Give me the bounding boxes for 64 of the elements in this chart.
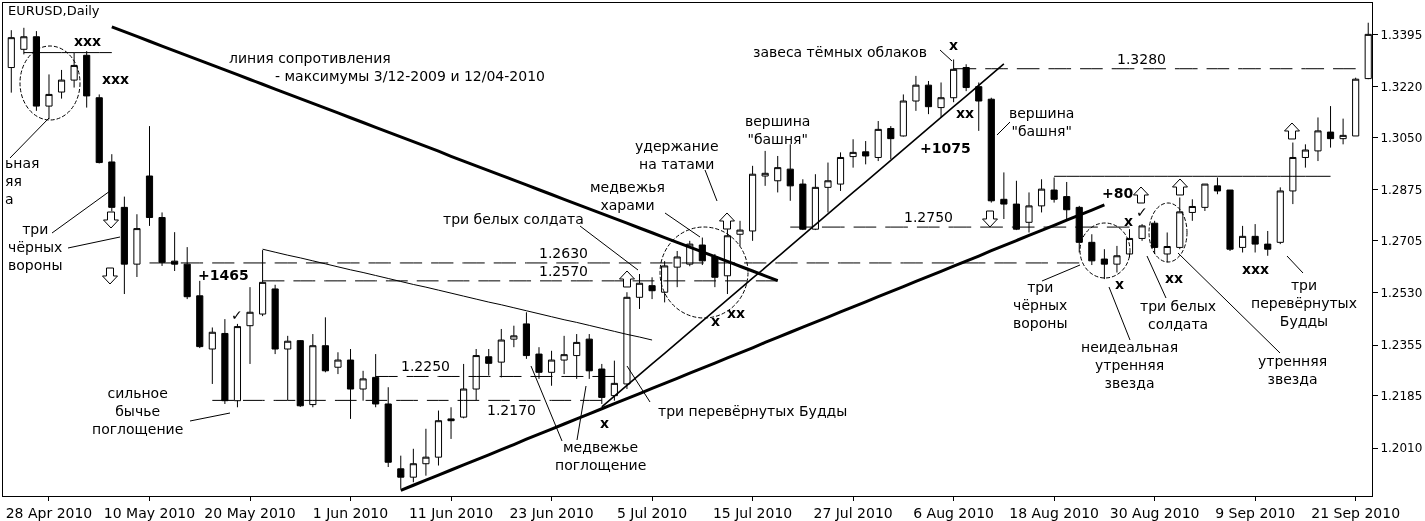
x-tick-label: 15 Jul 2010 (712, 504, 793, 521)
x-tick-label: 21 Sep 2010 (1311, 504, 1401, 521)
x-tick-label: 6 Aug 2010 (913, 504, 994, 521)
annotation: три перевёрнутых Будды (1251, 277, 1357, 330)
x-tick-label: 23 Jun 2010 (509, 504, 594, 521)
annotation: x (1115, 276, 1125, 292)
annotation: +80 (1102, 185, 1134, 201)
annotation: +1075 (920, 140, 971, 156)
y-tick-label: 1.3395 (1380, 27, 1423, 42)
annotation: xx (1165, 270, 1184, 286)
y-tick-label: 1.2185 (1380, 389, 1423, 404)
annotation: x (1124, 213, 1134, 229)
annotation: 1.2630 (539, 245, 588, 261)
annotation: - максимумы 3/12-2009 и 12/04-2010 (275, 68, 545, 84)
annotation: xx (727, 305, 746, 321)
annotation: сильное бычье поглощение (92, 385, 184, 438)
x-tick-label: 27 Jul 2010 (813, 504, 893, 521)
chart-title: EURUSD,Daily (8, 3, 100, 19)
annotation: три белых солдата (443, 211, 584, 227)
annotation: ✓ (231, 307, 243, 323)
annotation: завеса тёмных облаков (753, 44, 927, 60)
annotation: +1465 (198, 267, 249, 283)
annotation: x (600, 415, 610, 431)
x-tick-label: 1 Jun 2010 (312, 504, 389, 521)
annotation: три белых солдата (1140, 298, 1217, 333)
y-tick-label: 1.2875 (1380, 182, 1423, 197)
x-tick-label: 20 May 2010 (204, 504, 296, 521)
annotation: 1.2570 (539, 263, 588, 279)
x-tick-label: 30 Aug 2010 (1109, 504, 1200, 521)
annotation: три перевёрнутых Будды (658, 403, 848, 419)
annotation: x (711, 313, 721, 329)
y-tick-label: 1.3050 (1380, 130, 1423, 145)
annotation: три чёрных вороны (1013, 279, 1068, 332)
annotation: удержание на татами (635, 138, 719, 173)
x-tick-label: 28 Apr 2010 (5, 504, 93, 521)
annotation: ьная яя а (5, 155, 40, 208)
annotation: xxx (74, 33, 102, 49)
annotation: медвежье поглощение (555, 439, 647, 474)
annotation: вершина "башня" (1009, 105, 1075, 140)
annotation: медвежья харами (590, 179, 666, 214)
y-tick-label: 1.3220 (1380, 79, 1423, 94)
annotation: неидеальная утренняя звезда (1081, 339, 1179, 392)
annotation: xxx (102, 71, 130, 87)
y-tick-label: 1.2010 (1380, 441, 1423, 456)
y-tick-label: 1.2355 (1380, 338, 1423, 353)
annotation: линия сопротивления (229, 50, 391, 66)
annotation: 1.2170 (487, 402, 536, 418)
annotation: утренняя звезда (1258, 353, 1328, 388)
y-tick-label: 1.2705 (1380, 233, 1423, 248)
x-tick-label: 11 Jun 2010 (408, 504, 494, 521)
annotation: x (949, 37, 959, 53)
x-tick-label: 10 May 2010 (103, 504, 196, 521)
annotation: xx (956, 105, 975, 121)
annotation: ✓ (1136, 204, 1148, 220)
y-tick-label: 1.2530 (1380, 286, 1423, 301)
annotation: вершина "башня" (745, 113, 811, 148)
annotation: 1.3280 (1117, 51, 1166, 67)
annotation: xxx (1242, 261, 1270, 277)
annotation: три чёрных вороны (8, 221, 63, 274)
annotation: 1.2750 (904, 209, 953, 225)
x-tick-label: 5 Jul 2010 (616, 504, 688, 521)
annotation: 1.2250 (401, 358, 450, 374)
x-tick-label: 9 Sep 2010 (1215, 504, 1296, 521)
x-tick-label: 18 Aug 2010 (1009, 504, 1099, 521)
